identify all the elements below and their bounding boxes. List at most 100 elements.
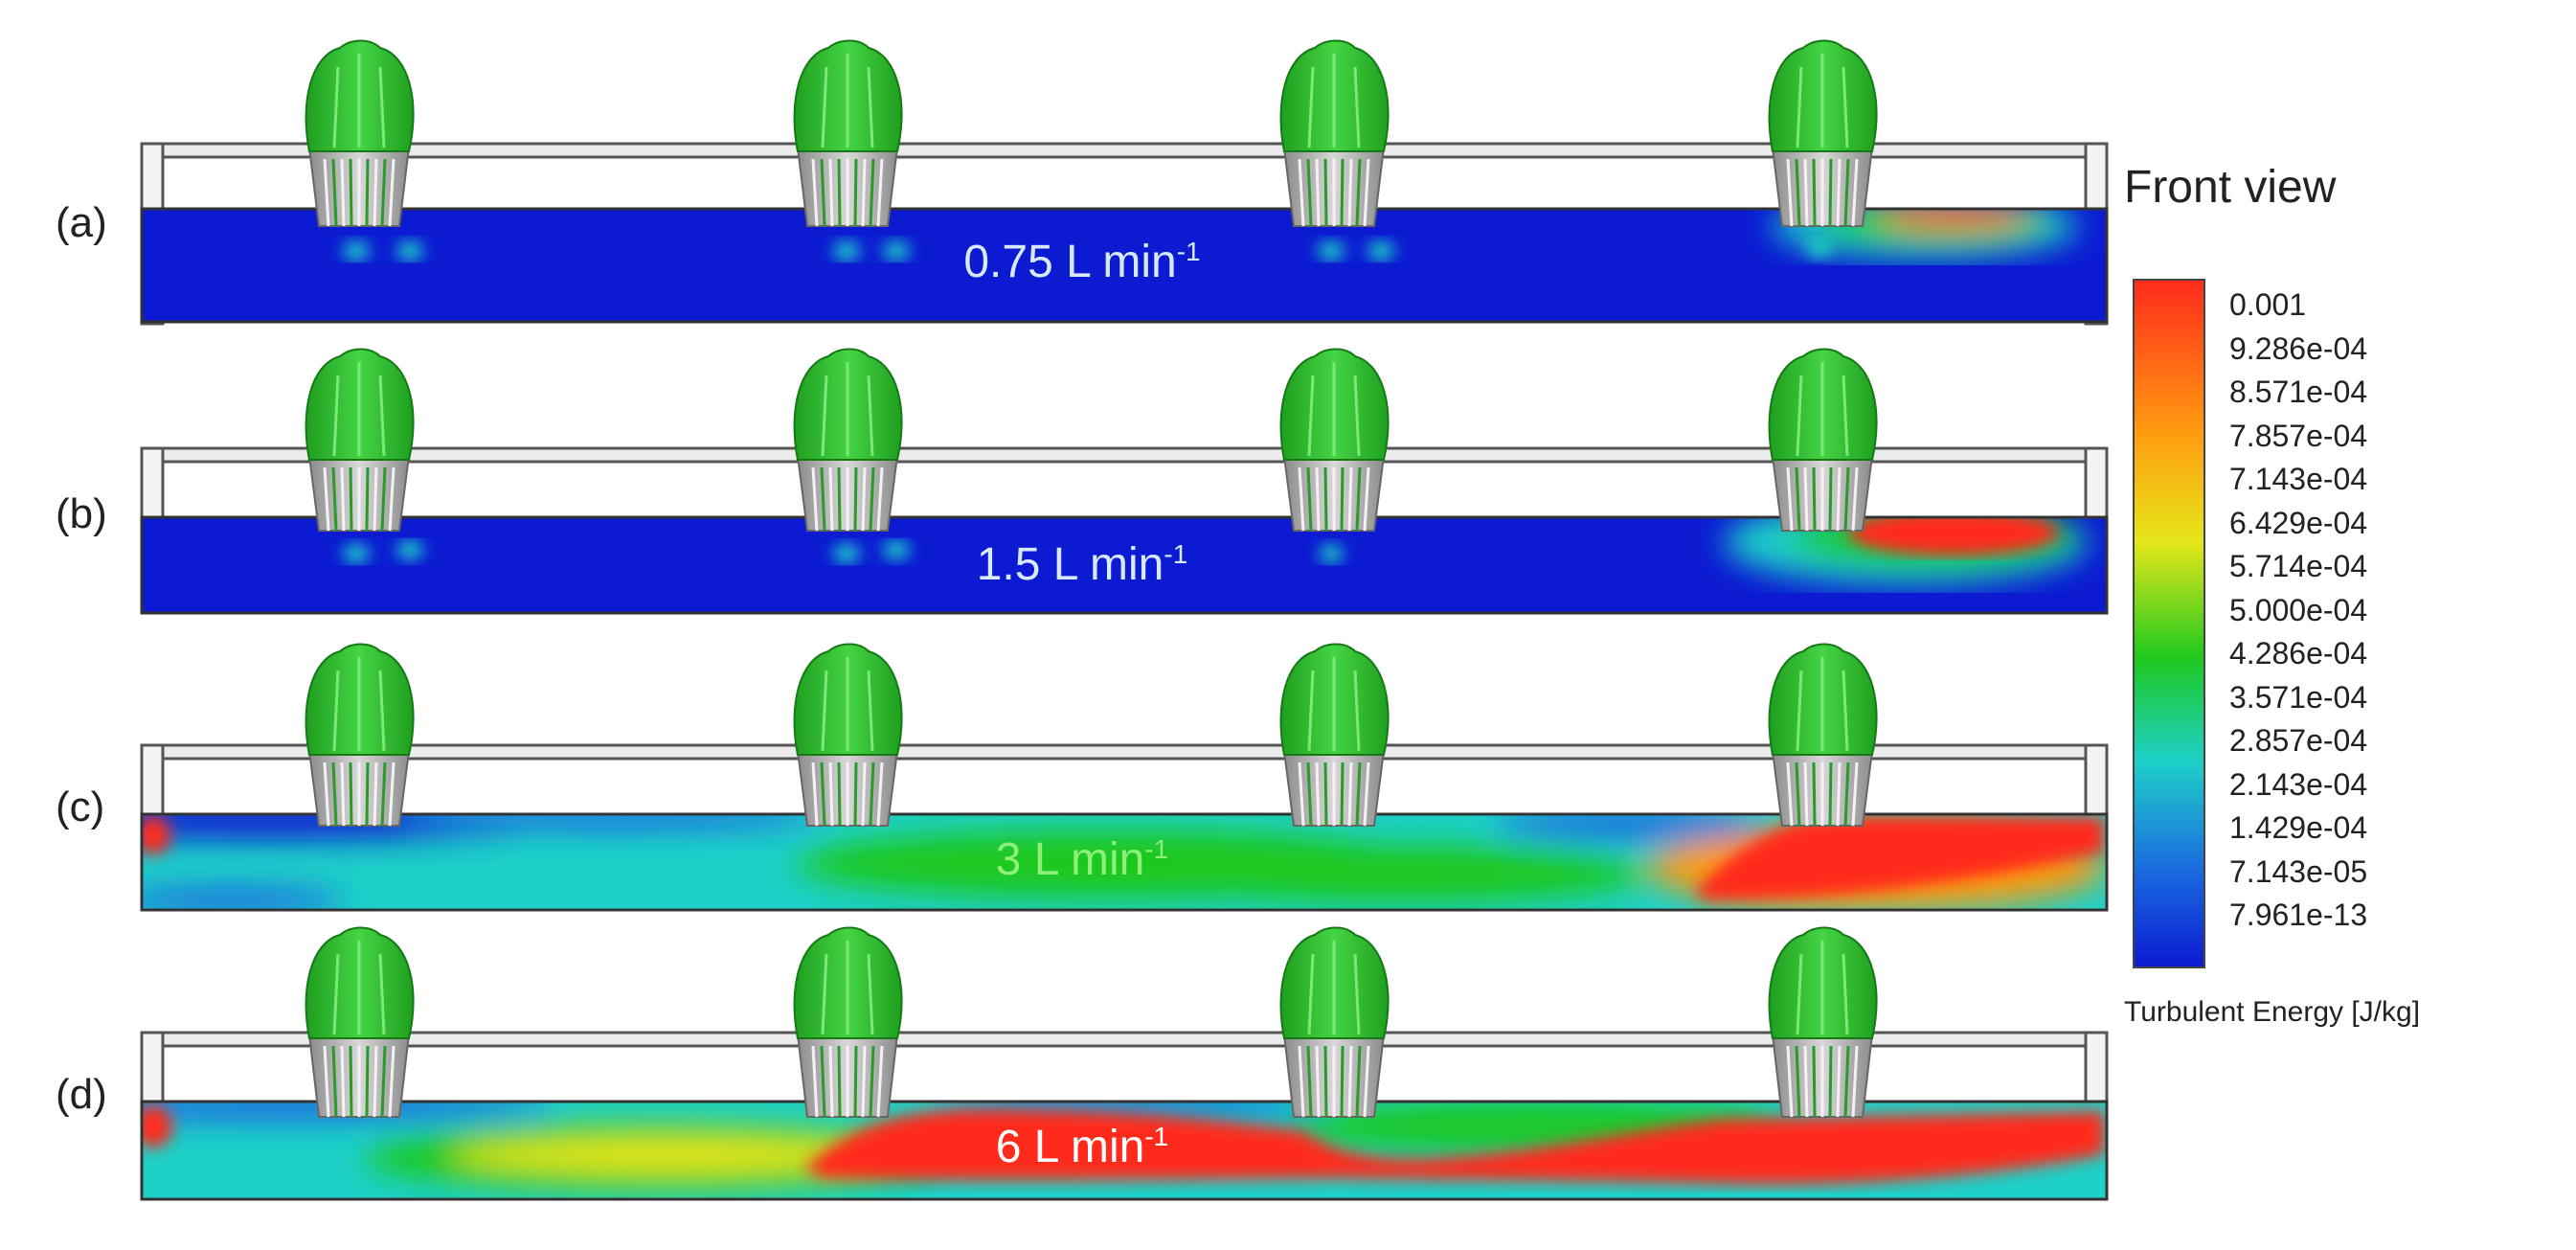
root-strand (1347, 1045, 1353, 1118)
root-strand (1323, 1045, 1328, 1118)
legend-tick-label: 7.143e-05 (2229, 853, 2368, 889)
root-strand (1786, 158, 1794, 227)
root-strand (1843, 158, 1850, 227)
root-strand (1828, 466, 1833, 532)
root-strand (1803, 466, 1809, 532)
root-strand (1315, 1045, 1321, 1118)
root-strand (853, 158, 858, 227)
root-strand (380, 761, 387, 827)
root-strand (373, 1045, 378, 1118)
root-strand (1803, 158, 1809, 227)
root-strand (837, 466, 842, 532)
root-strand (1306, 158, 1313, 227)
root-strand (811, 1045, 819, 1118)
leaf-vein (1796, 362, 1849, 457)
root-strand (1795, 466, 1801, 532)
flow-field (142, 814, 2107, 910)
plant (305, 39, 415, 227)
flow-rate-text: 3 L min (995, 834, 1145, 885)
root-strand (876, 466, 884, 532)
flow-rate-exponent: -1 (1144, 1122, 1169, 1151)
root-strand (1323, 158, 1328, 227)
root-strand (1851, 761, 1859, 827)
root-strand (820, 466, 826, 532)
legend-tick-label: 8.571e-04 (2229, 375, 2368, 409)
root-strand (1315, 466, 1321, 532)
flow-rate-label-b: 1.5 L min-1 (843, 538, 1322, 591)
root-strand (1355, 466, 1362, 532)
root-strand (340, 158, 346, 227)
root-strand (811, 761, 819, 827)
panel-label-d: (d) (56, 1071, 107, 1118)
plant (305, 348, 415, 532)
root-strand (331, 1045, 338, 1118)
root-strand (876, 158, 884, 227)
leaf-vein (332, 362, 386, 457)
plant (1279, 926, 1390, 1118)
root-strand (1355, 158, 1362, 227)
root-strand (869, 466, 875, 532)
root-strand (853, 466, 858, 532)
leaf-vein (821, 657, 874, 752)
root-strand (1803, 761, 1809, 827)
flow-field (142, 209, 2107, 322)
root-strand (1803, 1045, 1809, 1118)
root-strand (349, 761, 353, 827)
root-strand (828, 466, 834, 532)
root-strand (1836, 158, 1842, 227)
legend-tick-label: 5.714e-04 (2229, 549, 2368, 583)
root-strand (365, 158, 370, 227)
root-strand (1363, 466, 1370, 532)
panel-label-b: (b) (56, 490, 107, 537)
leaf-vein (1796, 941, 1849, 1035)
root-strand (1363, 1045, 1370, 1118)
root-strand (340, 466, 346, 532)
root-strand (1812, 466, 1817, 532)
root-strand (837, 1045, 842, 1118)
root-strand (837, 158, 842, 227)
plant (1768, 643, 1878, 827)
flow-rate-text: 1.5 L min (976, 539, 1164, 590)
root-strand (1298, 466, 1305, 532)
root-strand (380, 1045, 387, 1118)
root-strand (1795, 1045, 1801, 1118)
flow-rate-label-d: 6 L min-1 (843, 1121, 1322, 1173)
root-strand (331, 761, 338, 827)
flow-rate-exponent: -1 (1164, 539, 1188, 569)
plant (793, 39, 903, 227)
root-strand (1851, 1045, 1859, 1118)
leaf-vein (1796, 54, 1849, 148)
flow-rate-label-c: 3 L min-1 (843, 833, 1322, 886)
root-strand (1347, 761, 1353, 827)
legend-tick-label: 3.571e-04 (2229, 679, 2368, 715)
root-strand (323, 1045, 330, 1118)
root-strand (1306, 466, 1313, 532)
panel-b (140, 446, 2109, 615)
legend-tick-label: 9.286e-04 (2229, 330, 2368, 366)
root-strand (373, 466, 378, 532)
root-strand (349, 1045, 353, 1118)
root-strand (853, 761, 858, 827)
root-strand (1323, 466, 1328, 532)
leaf-vein (821, 941, 874, 1035)
plant (1279, 643, 1390, 827)
root-strand (828, 761, 834, 827)
root-strand (1298, 1045, 1305, 1118)
plant (1768, 39, 1878, 227)
root-strand (1298, 761, 1305, 827)
panel-label-a: (a) (56, 199, 107, 246)
root-strand (331, 158, 338, 227)
root-strand (1355, 1045, 1362, 1118)
root-strand (869, 761, 875, 827)
root-strand (1795, 158, 1801, 227)
leaf-vein (1307, 362, 1361, 457)
root-strand (1795, 761, 1801, 827)
leaf-vein (1307, 54, 1361, 148)
root-strand (853, 1045, 858, 1118)
flow-field (142, 517, 2107, 613)
panel-d (140, 1031, 2109, 1201)
root-strand (1786, 761, 1794, 827)
root-strand (340, 1045, 346, 1118)
root-strand (323, 761, 330, 827)
